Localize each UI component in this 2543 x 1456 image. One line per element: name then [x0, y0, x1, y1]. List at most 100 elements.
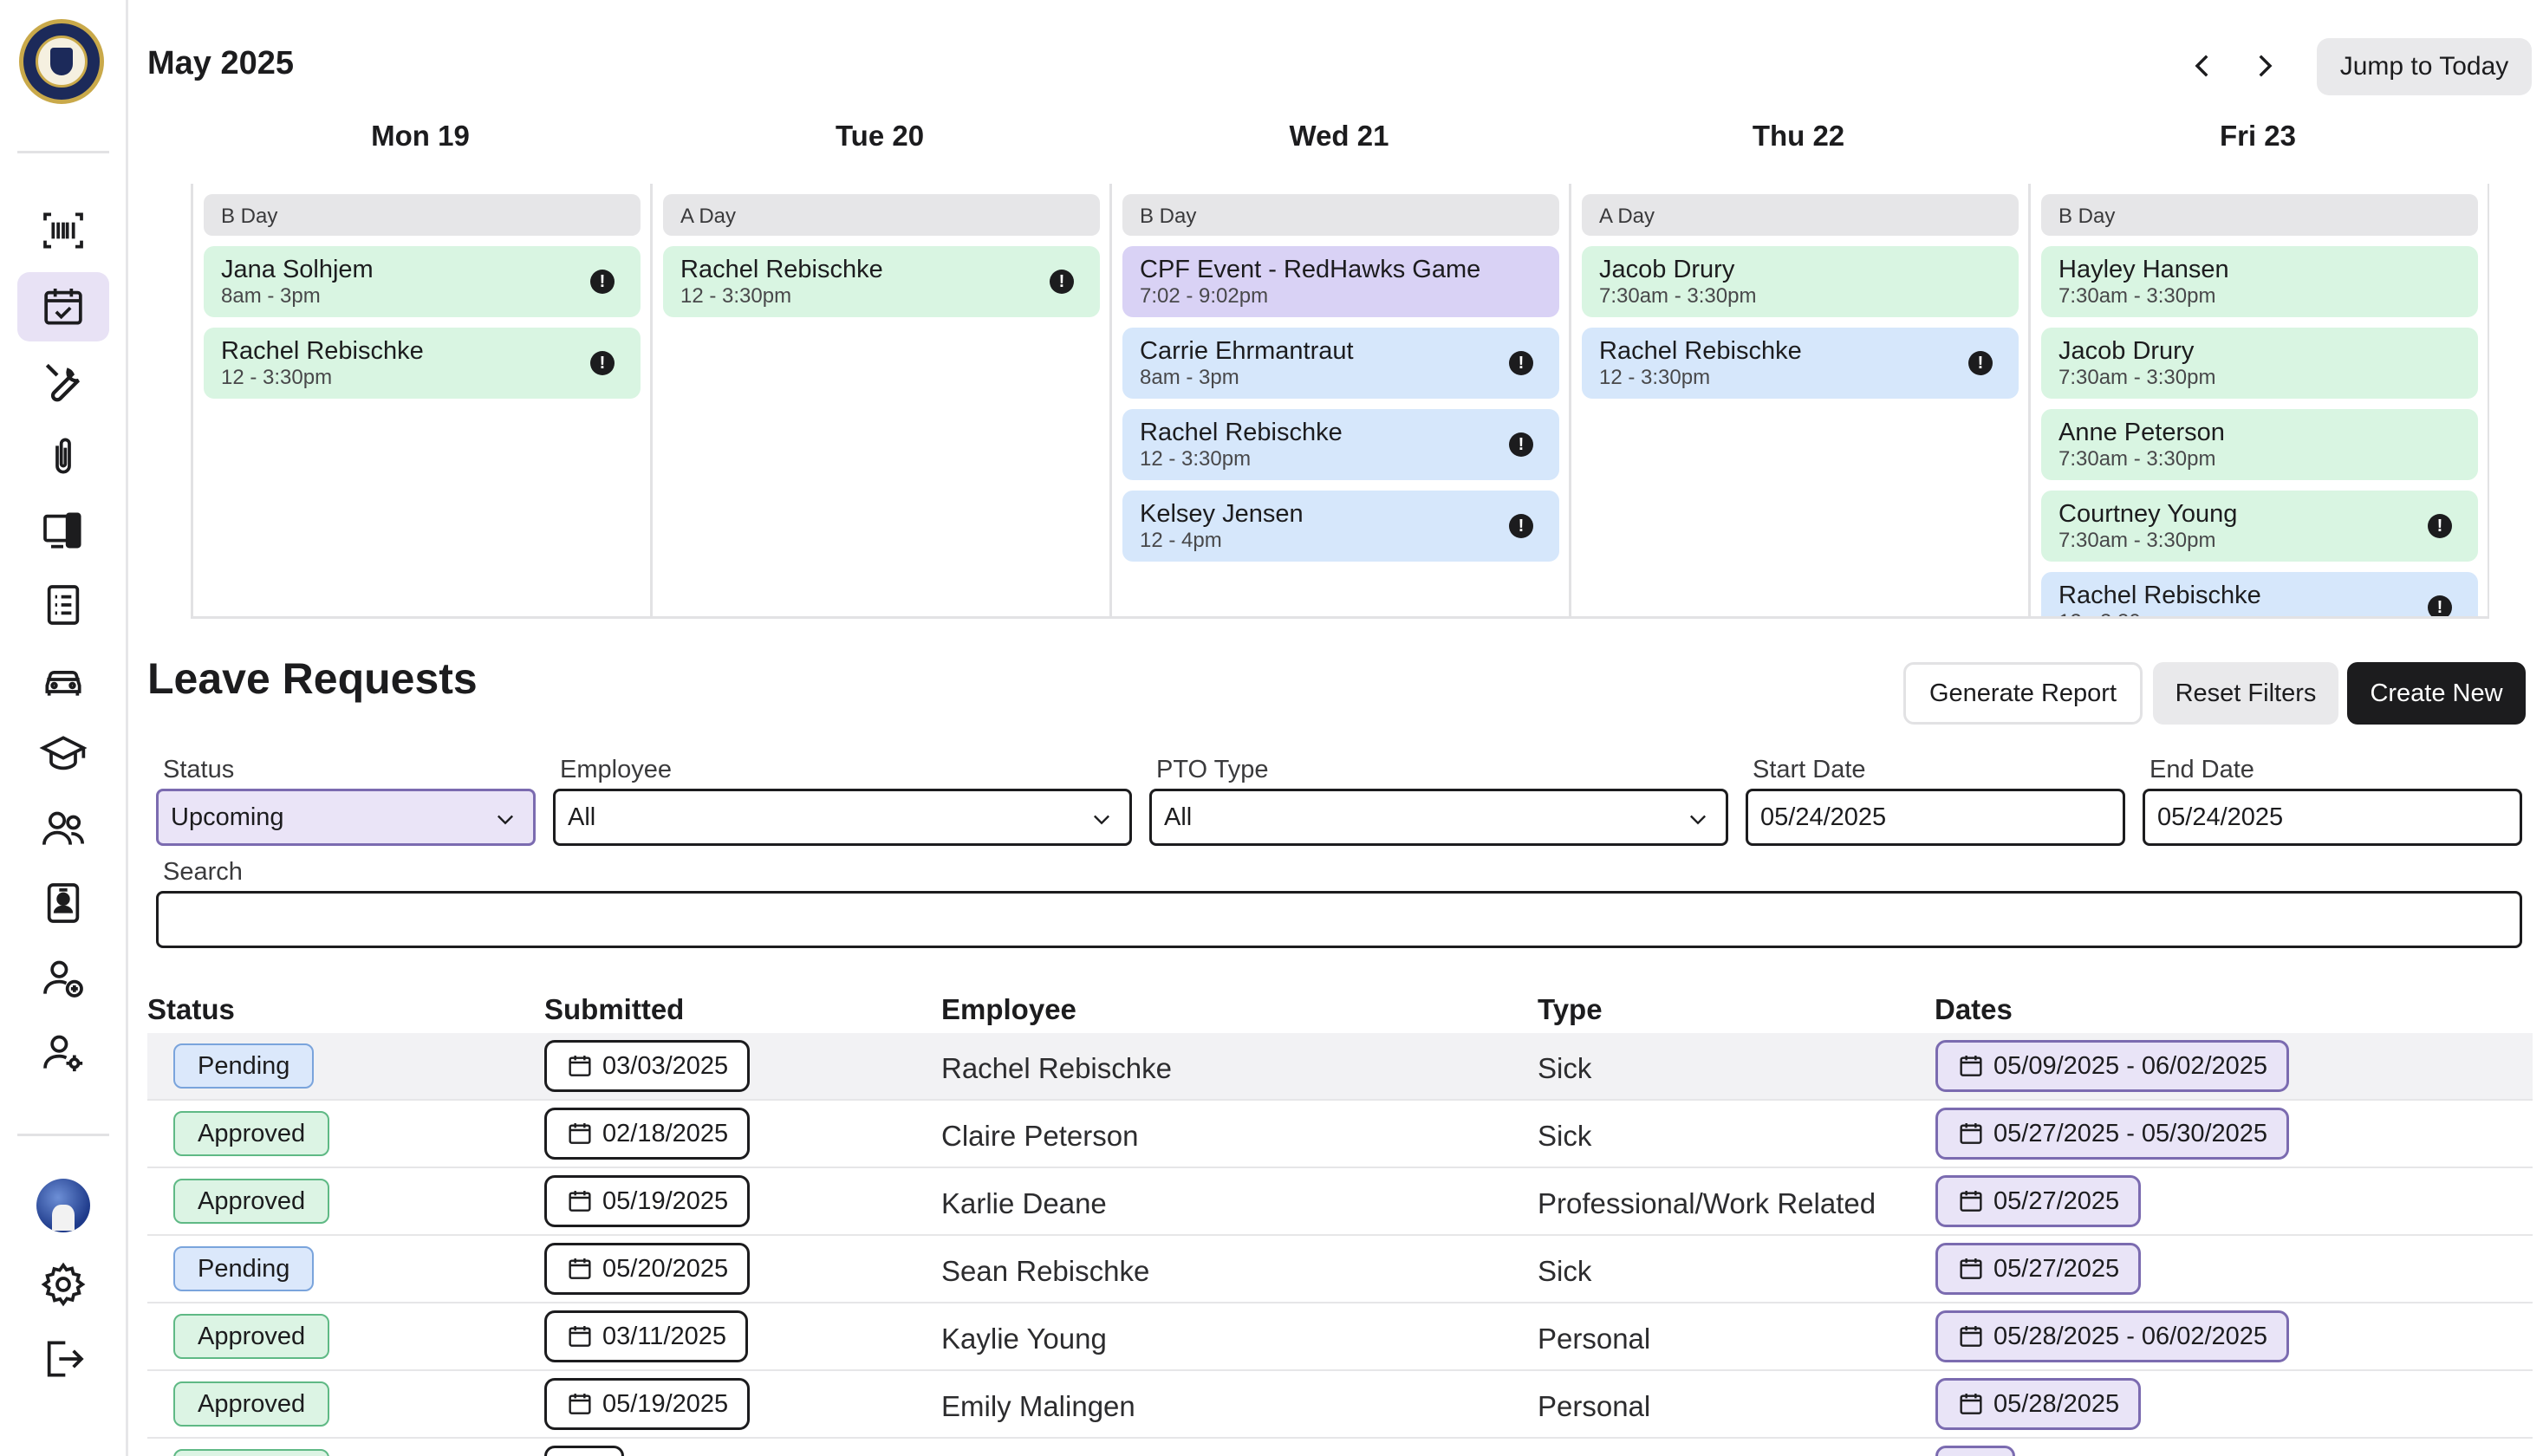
nav-settings[interactable] — [17, 1250, 109, 1319]
start-date-input[interactable] — [1760, 803, 2110, 832]
next-week-button[interactable] — [2245, 45, 2283, 87]
nav-training[interactable] — [17, 719, 109, 789]
avatar[interactable] — [36, 1179, 90, 1232]
table-row[interactable]: Approved 05/19/2025 Karlie Deane Profession… — [147, 1168, 2533, 1236]
col-header-submitted[interactable]: Submitted — [544, 993, 685, 1025]
reset-filters-button[interactable]: Reset Filters — [2153, 662, 2338, 725]
end-date-input[interactable] — [2157, 803, 2507, 832]
search-field[interactable] — [156, 891, 2522, 948]
event-time: 12 - 3:30pm — [1140, 447, 1252, 471]
nav-attachments[interactable] — [17, 421, 109, 491]
end-date-field[interactable] — [2143, 789, 2522, 846]
table-row[interactable]: Approved — [147, 1439, 2533, 1456]
employee-name: Emily Malingen — [941, 1390, 1135, 1422]
table-row[interactable]: Approved 02/18/2025 Claire Peterson Sick 05/… — [147, 1101, 2533, 1168]
calendar-event[interactable]: Jana Solhjem 8am - 3pm! — [204, 246, 641, 317]
leave-dates: 05/27/2025 — [1993, 1254, 2120, 1283]
search-input[interactable] — [171, 905, 2507, 934]
table-row[interactable]: Pending 05/20/2025 Sean Rebischke Sick 05/27… — [147, 1236, 2533, 1303]
nav-vehicles[interactable] — [17, 645, 109, 714]
users-icon — [42, 811, 85, 845]
logo-shield — [50, 48, 73, 75]
col-header-dates[interactable]: Dates — [1935, 993, 2013, 1025]
calendar-event[interactable]: Carrie Ehrmantraut 8am - 3pm! — [1122, 328, 1559, 399]
col-header-status[interactable]: Status — [147, 993, 235, 1025]
leave-dates: 05/09/2025 - 06/02/2025 — [1993, 1051, 2268, 1080]
school-logo[interactable] — [19, 19, 104, 104]
nav-logout[interactable] — [17, 1324, 109, 1394]
status-badge: Approved — [173, 1111, 330, 1156]
employee-select[interactable]: All — [553, 789, 1132, 846]
col-header-employee[interactable]: Employee — [941, 993, 1076, 1025]
event-time: 7:02 - 9:02pm — [1140, 284, 1269, 308]
calendar-event[interactable]: Kelsey Jensen 12 - 4pm! — [1122, 491, 1559, 562]
chevron-down-icon — [1690, 815, 1706, 825]
submitted-date: 03/11/2025 — [602, 1322, 726, 1350]
event-name: Carrie Ehrmantraut — [1140, 337, 1354, 365]
alert-icon: ! — [2428, 595, 2452, 616]
event-name: Courtney Young — [2058, 500, 2238, 528]
prev-week-button[interactable] — [2184, 45, 2222, 87]
create-new-button[interactable]: Create New — [2347, 662, 2526, 725]
leave-dates-chip — [1935, 1446, 2015, 1456]
submitted-date: 05/19/2025 — [602, 1186, 729, 1215]
nav-calendar[interactable] — [17, 272, 109, 341]
pto-type-select[interactable]: All — [1149, 789, 1728, 846]
nav-documents[interactable] — [17, 570, 109, 640]
user-add-icon — [43, 960, 83, 998]
event-name: Rachel Rebischke — [221, 337, 424, 365]
pto-type: Personal — [1538, 1390, 1651, 1422]
nav-user-settings[interactable] — [17, 1017, 109, 1087]
calendar-icon — [1960, 1056, 1982, 1076]
submitted-date-chip: 05/19/2025 — [544, 1175, 751, 1227]
calendar-icon — [569, 1191, 591, 1212]
calendar-event[interactable]: CPF Event - RedHawks Game 7:02 - 9:02pm — [1122, 246, 1559, 317]
calendar-event[interactable]: Courtney Young 7:30am - 3:30pm! — [2041, 491, 2478, 562]
calendar-event[interactable]: Hayley Hansen 7:30am - 3:30pm — [2041, 246, 2478, 317]
pto-type: Sick — [1538, 1052, 1592, 1084]
nav-devices[interactable] — [17, 496, 109, 565]
nav-tools[interactable] — [17, 347, 109, 416]
leave-dates-chip: 05/27/2025 — [1935, 1243, 2142, 1295]
alert-icon: ! — [590, 351, 615, 375]
tools-icon — [45, 363, 80, 402]
table-row[interactable]: Approved 03/11/2025 Kaylie Young Personal 05… — [147, 1303, 2533, 1371]
chevron-right-icon — [2259, 55, 2273, 77]
calendar-icon — [1960, 1123, 1982, 1144]
leave-dates-chip: 05/27/2025 - 05/30/2025 — [1935, 1108, 2290, 1160]
calendar-icon — [569, 1326, 591, 1347]
calendar-event[interactable]: Jacob Drury 7:30am - 3:30pm — [2041, 328, 2478, 399]
start-date-field[interactable] — [1746, 789, 2125, 846]
devices-icon — [43, 512, 81, 549]
submitted-date: 05/19/2025 — [602, 1389, 729, 1418]
calendar-event[interactable]: Jacob Drury 7:30am - 3:30pm — [1582, 246, 2019, 317]
status-select[interactable]: Upcoming — [156, 789, 536, 846]
chevron-down-icon — [498, 815, 513, 825]
event-name: Rachel Rebischke — [1599, 337, 1802, 365]
nav-add-user[interactable] — [17, 943, 109, 1012]
logout-icon — [47, 1341, 84, 1377]
nav-id-badge[interactable] — [17, 868, 109, 938]
employee-name: Rachel Rebischke — [941, 1052, 1172, 1084]
pto-type: Sick — [1538, 1255, 1592, 1287]
status-badge: Approved — [173, 1449, 330, 1456]
jump-to-today-button[interactable]: Jump to Today — [2317, 38, 2532, 95]
table-row[interactable]: Pending 03/03/2025 Rachel Rebischke Sick 05/… — [147, 1033, 2533, 1101]
nav-barcode[interactable] — [17, 196, 109, 265]
pto-type-filter-label: PTO Type — [1156, 756, 1269, 783]
generate-report-button[interactable]: Generate Report — [1903, 662, 2143, 725]
alert-icon: ! — [1509, 432, 1533, 457]
leave-dates: 05/28/2025 — [1993, 1389, 2120, 1418]
calendar-event[interactable]: Anne Peterson 7:30am - 3:30pm — [2041, 409, 2478, 480]
event-name: Rachel Rebischke — [680, 256, 883, 283]
col-header-type[interactable]: Type — [1538, 993, 1603, 1025]
sidebar — [0, 0, 128, 1456]
leave-dates-chip: 05/09/2025 - 06/02/2025 — [1935, 1040, 2290, 1092]
nav-users[interactable] — [17, 794, 109, 863]
table-row[interactable]: Approved 05/19/2025 Emily Malingen Personal… — [147, 1371, 2533, 1439]
